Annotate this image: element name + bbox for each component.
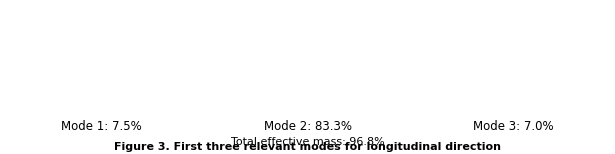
Text: Figure 3. First three relevant modes for longitudinal direction: Figure 3. First three relevant modes for… <box>114 142 501 152</box>
Bar <box>212 12 400 108</box>
Bar <box>421 12 609 108</box>
Bar <box>6 12 194 108</box>
Text: Mode 3: 7.0%: Mode 3: 7.0% <box>473 120 554 133</box>
Text: Mode 2: 83.3%: Mode 2: 83.3% <box>263 120 352 133</box>
Text: Total effective mass: 96.8%: Total effective mass: 96.8% <box>231 137 384 147</box>
Text: Mode 1: 7.5%: Mode 1: 7.5% <box>61 120 142 133</box>
